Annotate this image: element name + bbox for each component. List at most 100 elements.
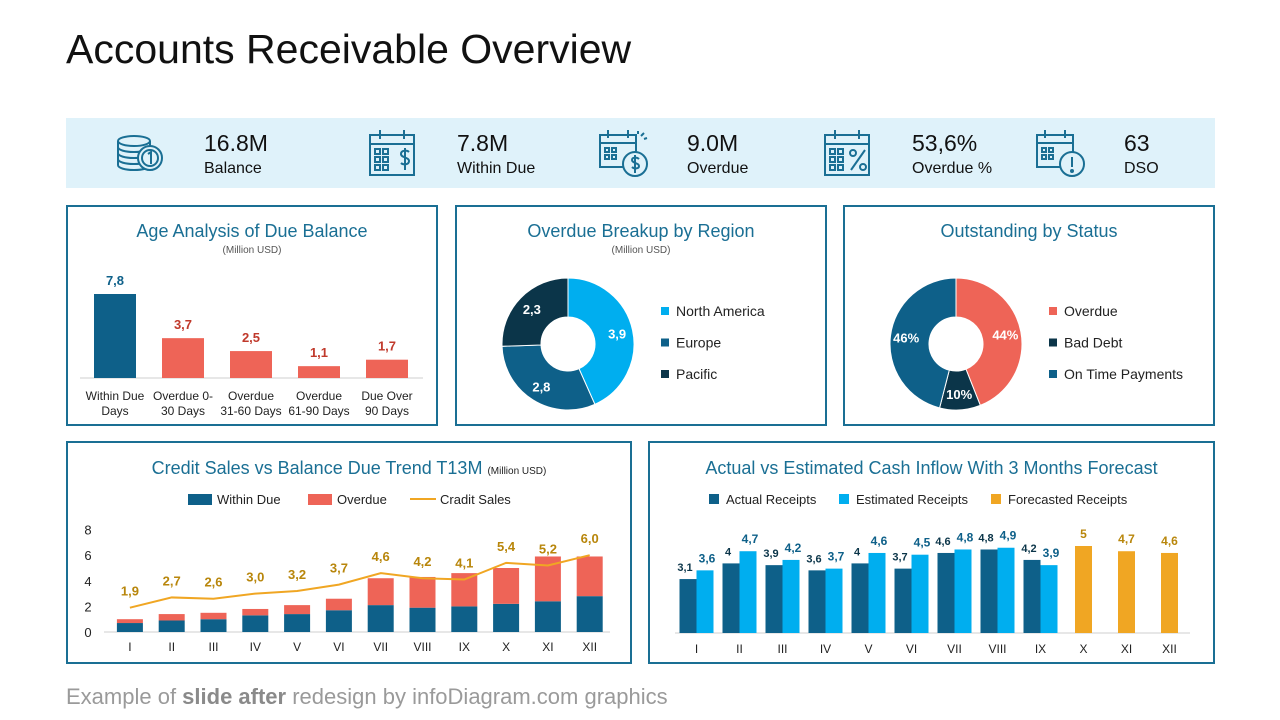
bar-within-due xyxy=(158,620,185,632)
y-tick-label: 0 xyxy=(84,625,91,640)
footer-pre: Example of xyxy=(66,684,183,709)
bar-forecast xyxy=(1161,552,1178,633)
bar-within-due xyxy=(367,605,394,632)
kpi-value: 63 xyxy=(1124,130,1150,156)
data-label: 4,8 xyxy=(978,532,993,544)
legend-swatch xyxy=(709,494,719,504)
category-label: 30 Days xyxy=(161,404,205,418)
y-tick-label: 4 xyxy=(84,574,91,589)
bar-overdue xyxy=(409,576,436,608)
bar-actual xyxy=(980,549,998,633)
data-label: 4,2 xyxy=(785,541,802,555)
bar-overdue xyxy=(325,598,352,611)
x-tick-label: VI xyxy=(906,642,917,656)
kpi-label: Overdue % xyxy=(912,160,993,177)
data-label: 2,5 xyxy=(242,330,260,345)
line-data-label: 3,2 xyxy=(288,567,306,582)
x-tick-label: II xyxy=(168,640,175,654)
bar xyxy=(366,359,408,378)
data-label: 3,6 xyxy=(699,551,716,565)
bar-overdue xyxy=(493,568,520,604)
bar-overdue xyxy=(200,612,227,620)
x-tick-label: III xyxy=(777,642,787,656)
line-data-label: 4,2 xyxy=(413,554,431,569)
slice-label: 2,3 xyxy=(523,302,541,317)
bar xyxy=(94,294,136,378)
kpi-label: Within Due xyxy=(457,160,536,177)
legend-label: Forecasted Receipts xyxy=(1008,492,1128,507)
bar-actual xyxy=(765,565,783,633)
data-label: 1,7 xyxy=(378,339,396,354)
category-label: 61-90 Days xyxy=(288,404,349,418)
donut-slice xyxy=(955,277,1023,407)
line-data-label: 4,1 xyxy=(455,556,473,571)
x-tick-label: IX xyxy=(459,640,470,654)
bar-actual xyxy=(679,579,697,633)
panel-title: Credit Sales vs Balance Due Trend T13M xyxy=(151,458,483,478)
footer-caption: Example of slide after redesign by infoD… xyxy=(66,684,668,710)
bar-within-due xyxy=(409,607,436,632)
category-label: Overdue xyxy=(296,389,342,403)
bar-estimated xyxy=(954,549,972,633)
bar-estimated xyxy=(782,559,800,633)
x-tick-label: VII xyxy=(947,642,962,656)
slice-label: 2,8 xyxy=(532,380,550,395)
x-tick-label: VII xyxy=(373,640,388,654)
panel-region: Overdue Breakup by Region (Million USD) … xyxy=(455,205,827,426)
bar xyxy=(298,366,340,378)
donut-slice xyxy=(889,277,957,409)
panel-title-row: Credit Sales vs Balance Due Trend T13M (… xyxy=(68,458,630,479)
bar-within-due xyxy=(325,610,352,632)
bar-actual xyxy=(1023,559,1041,633)
panel-status: Outstanding by Status 44% Overdue 10% Bad D… xyxy=(843,205,1215,426)
legend-swatch xyxy=(1049,338,1057,347)
bar-estimated xyxy=(911,554,929,633)
bar-within-due xyxy=(576,596,603,632)
cash-bar-chart: Actual Receipts Estimated Receipts Forecas… xyxy=(675,492,1190,656)
bar-estimated xyxy=(825,568,843,633)
bar-forecast xyxy=(1075,546,1092,633)
line-data-label: 6,0 xyxy=(581,531,599,546)
legend-label: Europe xyxy=(676,335,721,351)
page-title: Accounts Receivable Overview xyxy=(66,26,632,72)
bar-estimated xyxy=(1040,565,1058,633)
data-label: 5 xyxy=(1080,527,1087,541)
x-tick-label: XI xyxy=(1121,642,1132,656)
slice-label: 46% xyxy=(893,331,919,346)
category-label: 31-60 Days xyxy=(220,404,281,418)
bar-within-due xyxy=(534,601,561,632)
x-tick-label: VIII xyxy=(413,640,431,654)
legend-label: Pacific xyxy=(676,366,717,382)
legend-swatch xyxy=(188,494,212,505)
legend-label: Bad Debt xyxy=(1064,335,1122,351)
slice-label: 44% xyxy=(992,328,1018,343)
donut-slice xyxy=(567,277,635,405)
data-label: 3,9 xyxy=(1043,546,1060,560)
footer-post: redesign by infoDiagram.com graphics xyxy=(286,684,668,709)
bar-forecast xyxy=(1118,551,1135,633)
x-tick-label: I xyxy=(695,642,698,656)
line-data-label: 3,0 xyxy=(246,570,264,585)
panel-title: Outstanding by Status xyxy=(940,221,1118,241)
category-label: Overdue xyxy=(228,389,274,403)
data-label: 4,6 xyxy=(871,534,888,548)
bar-overdue xyxy=(451,573,478,607)
legend-label: Overdue xyxy=(1064,303,1118,319)
calendar-alert-icon xyxy=(1036,130,1085,177)
calendar-overdue-dollar-icon xyxy=(599,130,648,177)
data-label: 3,7 xyxy=(174,317,192,332)
bar-overdue xyxy=(116,619,143,624)
panel-subtitle: (Million USD) xyxy=(611,245,671,256)
x-tick-label: VIII xyxy=(988,642,1006,656)
bar-overdue xyxy=(284,605,311,615)
bar-overdue xyxy=(367,578,394,606)
data-label: 4,9 xyxy=(1000,529,1017,543)
kpi-value: 16.8M xyxy=(204,130,268,156)
panel-title: Age Analysis of Due Balance xyxy=(136,221,368,241)
kpi-label: Overdue xyxy=(687,160,749,177)
bar-actual xyxy=(808,570,826,633)
bar-actual xyxy=(722,563,740,633)
legend-swatch xyxy=(661,370,669,378)
line-data-label: 1,9 xyxy=(121,584,139,599)
